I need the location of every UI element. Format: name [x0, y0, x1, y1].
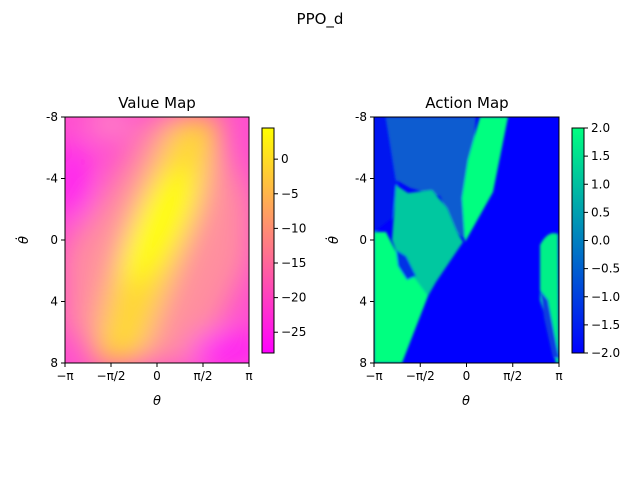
action-map-x-ticks: −π −π/2 0 π/2 π [365, 363, 563, 383]
action-map-ylabel: θ̇ [326, 236, 342, 244]
value-map-title: Value Map [118, 94, 196, 112]
action-map-y-ticks: -8 -4 0 4 8 [355, 110, 374, 370]
action-ytick-label: -4 [355, 172, 367, 186]
value-map-panel: Value Map −π −π/2 0 π/2 π -8 -4 0 4 8 θ θ̇ 0 −5 −1… [16, 94, 307, 409]
action-colorbar-tick-label: 2.0 [591, 121, 610, 135]
action-ytick-label: 4 [359, 295, 367, 309]
value-map-y-ticks: -8 -4 0 4 8 [46, 110, 65, 370]
value-xtick-label: −π [56, 369, 73, 383]
action-colorbar-tick-label: −2.0 [591, 346, 620, 360]
action-xtick-label: −π/2 [406, 369, 435, 383]
value-xtick-label: π/2 [194, 369, 213, 383]
figure-title: PPO_d [297, 10, 344, 29]
value-colorbar-tick-label: −10 [281, 221, 306, 235]
action-colorbar: 2.0 1.5 1.0 0.5 0.0 −0.5 −1.0 −1.5 −2.0 [571, 121, 620, 360]
action-ytick-label: 0 [359, 233, 367, 247]
value-ytick-label: 0 [50, 233, 58, 247]
value-map-x-ticks: −π −π/2 0 π/2 π [56, 363, 253, 383]
action-colorbar-ticks: 2.0 1.5 1.0 0.5 0.0 −0.5 −1.0 −1.5 −2.0 [584, 121, 620, 360]
value-colorbar-ticks: 0 −5 −10 −15 −20 −25 [274, 152, 306, 339]
value-colorbar-gradient [261, 127, 275, 354]
action-xtick-label: 0 [463, 369, 471, 383]
action-colorbar-tick-label: −1.0 [591, 290, 620, 304]
value-xtick-label: 0 [153, 369, 161, 383]
value-colorbar: 0 −5 −10 −15 −20 −25 [261, 127, 306, 354]
action-xtick-label: π/2 [503, 369, 522, 383]
value-colorbar-tick-label: 0 [281, 152, 289, 166]
action-xtick-label: π [555, 369, 562, 383]
value-colorbar-tick-label: −5 [281, 187, 299, 201]
value-ytick-label: -8 [46, 110, 58, 124]
value-colorbar-tick-label: −25 [281, 325, 306, 339]
value-map-xlabel: θ [153, 394, 161, 409]
action-xtick-label: −π [365, 369, 382, 383]
action-colorbar-tick-label: 0.0 [591, 234, 610, 248]
action-colorbar-tick-label: 0.5 [591, 205, 610, 219]
action-colorbar-tick-label: 1.0 [591, 177, 610, 191]
value-ytick-label: 8 [50, 356, 58, 370]
value-ytick-label: -4 [46, 172, 58, 186]
action-colorbar-tick-label: −1.5 [591, 318, 620, 332]
action-ytick-label: 8 [359, 356, 367, 370]
value-xtick-label: −π/2 [97, 369, 126, 383]
value-ytick-label: 4 [50, 295, 58, 309]
value-map-ylabel: θ̇ [16, 236, 32, 244]
action-map-heatmap [374, 117, 559, 363]
value-xtick-label: π [245, 369, 252, 383]
value-colorbar-tick-label: −15 [281, 256, 306, 270]
action-colorbar-gradient [571, 127, 585, 354]
action-colorbar-tick-label: −0.5 [591, 262, 620, 276]
action-map-xlabel: θ [462, 394, 470, 409]
action-map-title: Action Map [425, 94, 508, 112]
value-colorbar-tick-label: −20 [281, 291, 306, 305]
value-map-heatmap [65, 117, 249, 363]
action-map-panel: Action Map −π − [326, 94, 621, 409]
action-ytick-label: -8 [355, 110, 367, 124]
action-colorbar-tick-label: 1.5 [591, 149, 610, 163]
